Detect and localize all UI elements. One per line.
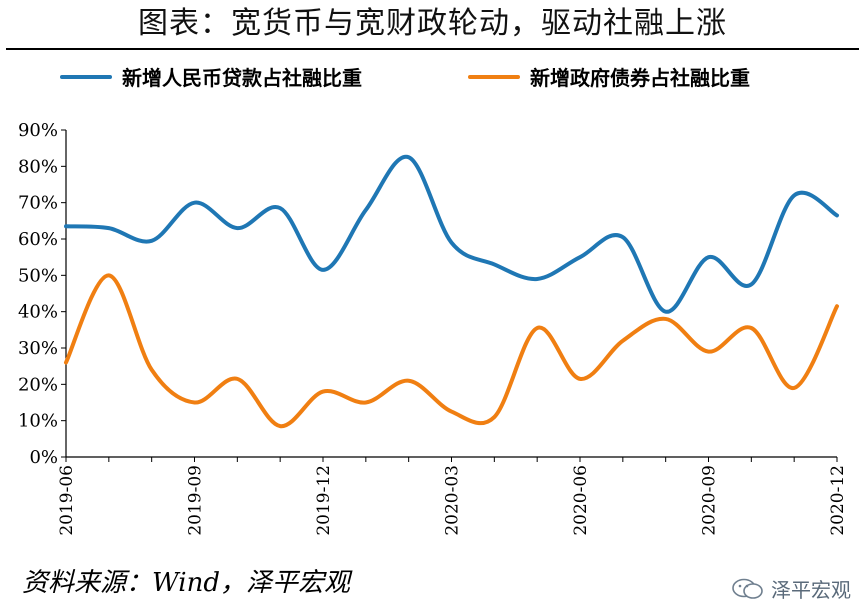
legend-item-loans: 新增人民币贷款占社融比重 <box>60 62 362 91</box>
y-tick-label: 80% <box>18 156 58 177</box>
legend-item-bonds: 新增政府债券占社融比重 <box>468 62 750 91</box>
x-tick-label: 2020-12 <box>828 465 848 536</box>
line-chart: 0% 10% 20% 30% 40% 50% 60% 70% 80% 90% 2019-06 2019… <box>18 120 848 536</box>
title-rule <box>6 48 859 50</box>
watermark: 泽平宏观 <box>731 574 851 603</box>
source-note: 资料来源：Wind，泽平宏观 <box>22 568 350 598</box>
watermark-text: 泽平宏观 <box>771 578 851 602</box>
x-tick-label: 2020-03 <box>443 465 463 536</box>
y-tick-label: 40% <box>18 302 58 323</box>
y-tick-label: 90% <box>18 120 58 141</box>
y-tick-label: 50% <box>18 265 58 286</box>
y-tick-label: 60% <box>18 229 58 250</box>
y-tick-label: 70% <box>18 193 58 214</box>
x-tick-label: 2020-06 <box>571 465 591 536</box>
x-tick-label: 2019-09 <box>186 465 206 536</box>
legend-swatch-loans <box>60 74 112 79</box>
y-tick-label: 0% <box>29 447 58 468</box>
x-tick-label: 2020-09 <box>700 465 720 536</box>
legend-swatch-bonds <box>468 74 520 79</box>
y-tick-label: 20% <box>18 374 58 395</box>
legend-label-loans: 新增人民币贷款占社融比重 <box>122 66 362 90</box>
chart-title: 图表：宽货币与宽财政轮动，驱动社融上涨 <box>138 6 727 41</box>
y-tick-label: 30% <box>18 338 58 359</box>
wechat-icon <box>732 578 763 599</box>
x-tick-label: 2019-12 <box>314 465 334 536</box>
x-tick-label: 2019-06 <box>57 465 77 536</box>
legend-label-bonds: 新增政府债券占社融比重 <box>530 66 750 90</box>
y-tick-label: 10% <box>18 411 58 432</box>
legend: 新增人民币贷款占社融比重 新增政府债券占社融比重 <box>0 62 865 92</box>
series-line-loans <box>64 155 839 314</box>
series-line-bonds <box>64 273 839 429</box>
